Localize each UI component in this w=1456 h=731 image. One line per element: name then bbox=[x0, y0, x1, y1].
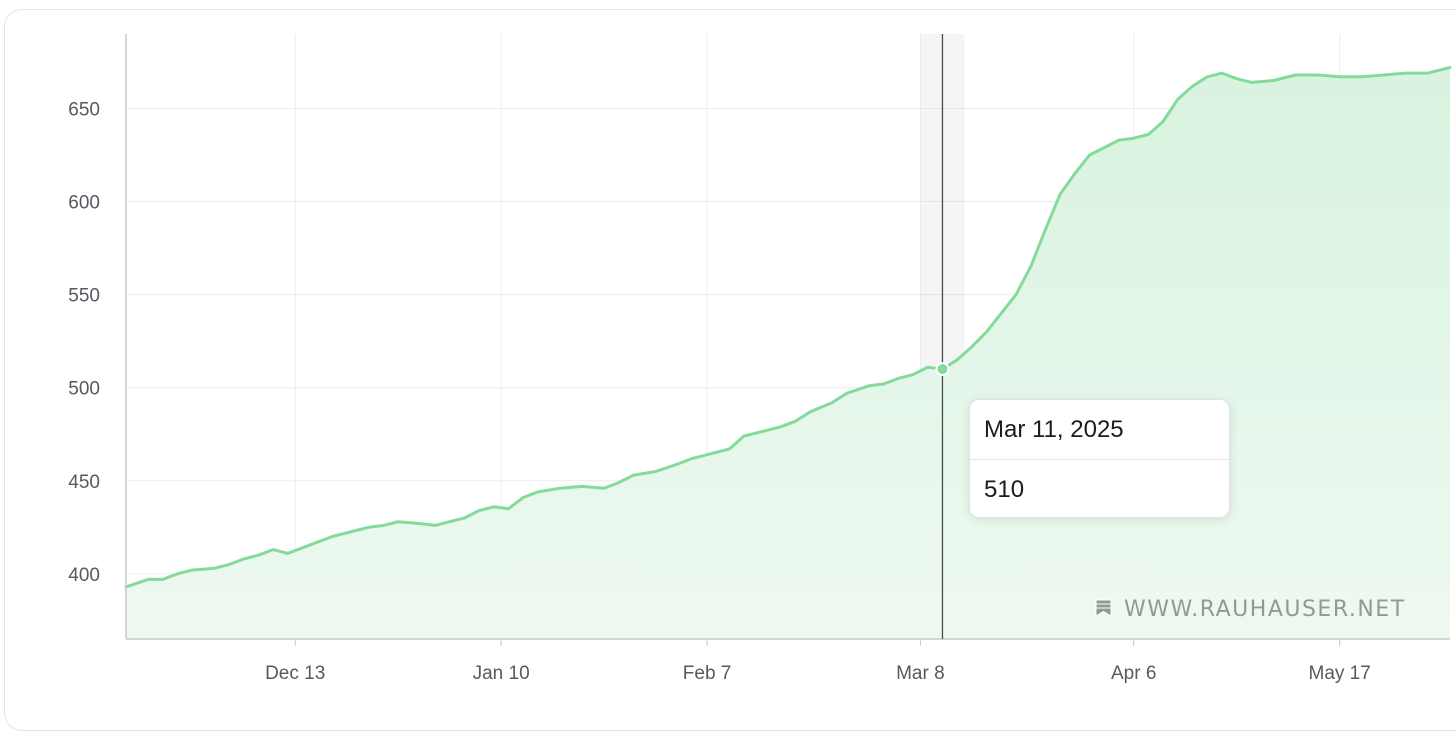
area-chart: 400 450 500 550 600 650 Dec 13 Jan 10 Feb 7 Mar 8… bbox=[68, 34, 1452, 684]
watermark: WWW.RAUHAUSER.NET bbox=[1095, 597, 1406, 622]
y-tick-label: 500 bbox=[68, 379, 100, 400]
tooltip-value: 510 bbox=[984, 476, 1025, 503]
x-tick-label: May 17 bbox=[1309, 663, 1371, 684]
tooltip-date: Mar 11, 2025 bbox=[970, 400, 1229, 460]
x-tick-label: Jan 10 bbox=[473, 663, 530, 684]
hover-point[interactable] bbox=[935, 362, 950, 377]
y-tick-label: 650 bbox=[68, 99, 100, 120]
x-tick-label: Feb 7 bbox=[683, 663, 732, 684]
bookmark-icon bbox=[1095, 599, 1112, 617]
y-tick-label: 550 bbox=[68, 286, 100, 307]
series-area bbox=[126, 67, 1450, 639]
series-line bbox=[124, 66, 1452, 589]
axes: 400 450 500 550 600 650 Dec 13 Jan 10 Feb 7 Mar 8… bbox=[68, 34, 1450, 684]
tooltip: Mar 11, 2025 510 bbox=[969, 399, 1230, 518]
x-tick-label: Mar 8 bbox=[896, 663, 945, 684]
watermark-text: WWW.RAUHAUSER.NET bbox=[1124, 597, 1406, 622]
x-tick-label: Apr 6 bbox=[1111, 663, 1156, 684]
x-tick-label: Dec 13 bbox=[265, 663, 325, 684]
y-tick-label: 600 bbox=[68, 193, 100, 214]
y-tick-label: 450 bbox=[68, 472, 100, 493]
y-tick-label: 400 bbox=[68, 565, 100, 586]
